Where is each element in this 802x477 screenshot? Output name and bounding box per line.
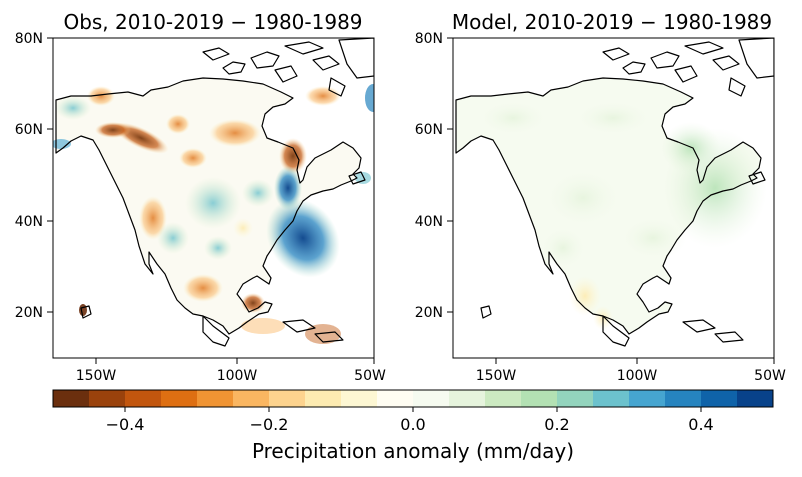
model-lon-label: 50W bbox=[754, 368, 786, 384]
colorbar-tick-label: 0.0 bbox=[400, 415, 425, 434]
colorbar-cell bbox=[125, 390, 162, 407]
colorbar-cells bbox=[53, 390, 774, 407]
model-coastlines bbox=[455, 38, 774, 347]
colorbar-cell bbox=[557, 390, 594, 407]
colorbar-cell bbox=[413, 390, 450, 407]
colorbar-cell bbox=[377, 390, 414, 407]
colorbar: −0.4 −0.2 0.0 0.2 0.4 Precipitation anomaly … bbox=[52, 389, 774, 463]
colorbar-cell bbox=[233, 390, 270, 407]
obs-coastlines bbox=[55, 38, 374, 347]
obs-lon-label: 150W bbox=[76, 368, 117, 384]
model-map-panel: Model, 2010-2019 − 1980-1989 bbox=[415, 10, 786, 384]
colorbar-label: Precipitation anomaly (mm/day) bbox=[252, 439, 574, 463]
colorbar-tick-label: 0.4 bbox=[688, 415, 713, 434]
colorbar-cell bbox=[737, 390, 774, 407]
colorbar-cell bbox=[269, 390, 306, 407]
colorbar-cell bbox=[305, 390, 342, 407]
obs-panel-title: Obs, 2010-2019 − 1980-1989 bbox=[63, 10, 362, 34]
model-lat-label: 80N bbox=[415, 31, 443, 47]
obs-lat-label: 40N bbox=[15, 214, 43, 230]
colorbar-cell bbox=[701, 390, 738, 407]
colorbar-cell bbox=[89, 390, 126, 407]
model-lon-label: 150W bbox=[476, 368, 517, 384]
colorbar-cell bbox=[341, 390, 378, 407]
model-lat-label: 60N bbox=[415, 122, 443, 138]
colorbar-cell bbox=[449, 390, 486, 407]
colorbar-cell bbox=[197, 390, 234, 407]
colorbar-cell bbox=[521, 390, 558, 407]
model-axis-ticks bbox=[447, 37, 775, 364]
obs-lat-label: 80N bbox=[15, 31, 43, 47]
obs-axis-ticks bbox=[47, 37, 375, 364]
model-anomaly-field bbox=[456, 78, 767, 334]
colorbar-cell bbox=[629, 390, 666, 407]
obs-lon-label: 50W bbox=[354, 368, 386, 384]
obs-map-panel: Obs, 2010-2019 − 1980-1989 bbox=[15, 10, 386, 384]
colorbar-cell bbox=[53, 390, 90, 407]
colorbar-ticks: −0.4 −0.2 0.0 0.2 0.4 bbox=[106, 407, 714, 434]
colorbar-cell bbox=[485, 390, 522, 407]
obs-anomaly-field bbox=[55, 78, 361, 334]
obs-lon-label: 100W bbox=[217, 368, 258, 384]
colorbar-cell bbox=[593, 390, 630, 407]
colorbar-cell bbox=[665, 390, 702, 407]
model-lat-label: 40N bbox=[415, 214, 443, 230]
model-lat-label: 20N bbox=[415, 305, 443, 321]
colorbar-tick-label: −0.4 bbox=[106, 415, 145, 434]
model-panel-title: Model, 2010-2019 − 1980-1989 bbox=[452, 10, 772, 34]
model-lon-label: 100W bbox=[617, 368, 658, 384]
colorbar-tick-label: −0.2 bbox=[250, 415, 289, 434]
obs-lat-label: 20N bbox=[15, 305, 43, 321]
colorbar-tick-label: 0.2 bbox=[544, 415, 569, 434]
obs-lat-label: 60N bbox=[15, 122, 43, 138]
colorbar-cell bbox=[161, 390, 198, 407]
